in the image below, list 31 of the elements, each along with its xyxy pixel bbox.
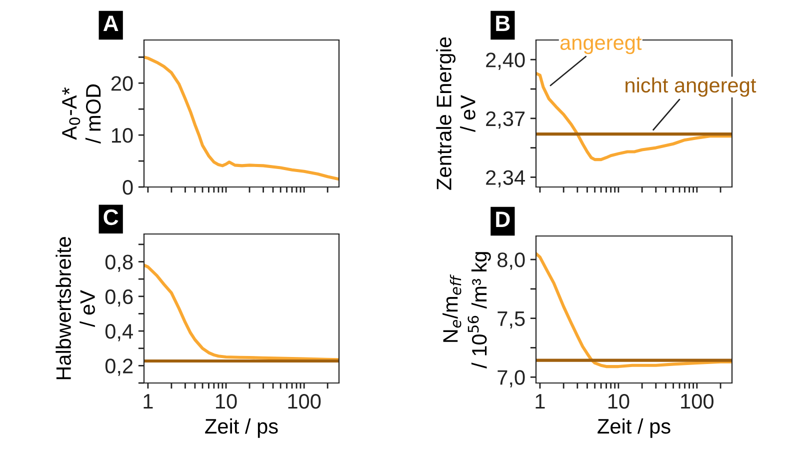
annotation: angeregt bbox=[560, 36, 642, 54]
x-tick-label: 100 bbox=[681, 394, 714, 409]
y-tick-label: 0,8 bbox=[105, 254, 133, 272]
x-tick-label: 10 bbox=[216, 394, 237, 409]
text: N$_{e}$/m$_{eff}$ / 10$^{56}$ /m³ kg bbox=[442, 252, 491, 368]
y-tick-label: 0 bbox=[122, 180, 133, 195]
chart-title: C bbox=[104, 209, 118, 226]
x-axis-title: Zeit / ps bbox=[205, 418, 278, 438]
x-axis-title: Zeit / ps bbox=[598, 418, 670, 438]
y-axis-title: A$_{0}$-A* / mOD bbox=[62, 84, 101, 144]
annotation: nicht angeregt bbox=[626, 77, 756, 97]
x-tick-label: 1 bbox=[536, 394, 545, 409]
y-tick-label: 8,0 bbox=[498, 252, 525, 270]
x-tick-label: 100 bbox=[288, 394, 321, 409]
y-tick-label: 2,34 bbox=[486, 170, 525, 188]
chart-title: B bbox=[496, 16, 510, 31]
y-tick-label: 10 bbox=[112, 128, 133, 143]
y-tick-label: 0,4 bbox=[105, 324, 133, 342]
y-tick-label: 7,0 bbox=[498, 370, 525, 388]
y-tick-label: 0,6 bbox=[105, 289, 133, 307]
y-axis-title: Zentrale Energie / eV bbox=[436, 37, 476, 190]
y-tick-label: 2,37 bbox=[486, 111, 525, 129]
y-axis-title: Halbwertsbreite / eV bbox=[56, 237, 95, 380]
chart-title: A bbox=[103, 16, 118, 31]
y-tick-label: 7,5 bbox=[498, 312, 525, 329]
y-tick-label: 0,2 bbox=[105, 358, 133, 376]
x-tick-label: 10 bbox=[608, 394, 630, 409]
y-tick-label: 20 bbox=[111, 76, 133, 91]
x-tick-label: 1 bbox=[144, 394, 153, 409]
chart-title: D bbox=[496, 212, 510, 227]
y-tick-label: 2,40 bbox=[486, 52, 525, 70]
